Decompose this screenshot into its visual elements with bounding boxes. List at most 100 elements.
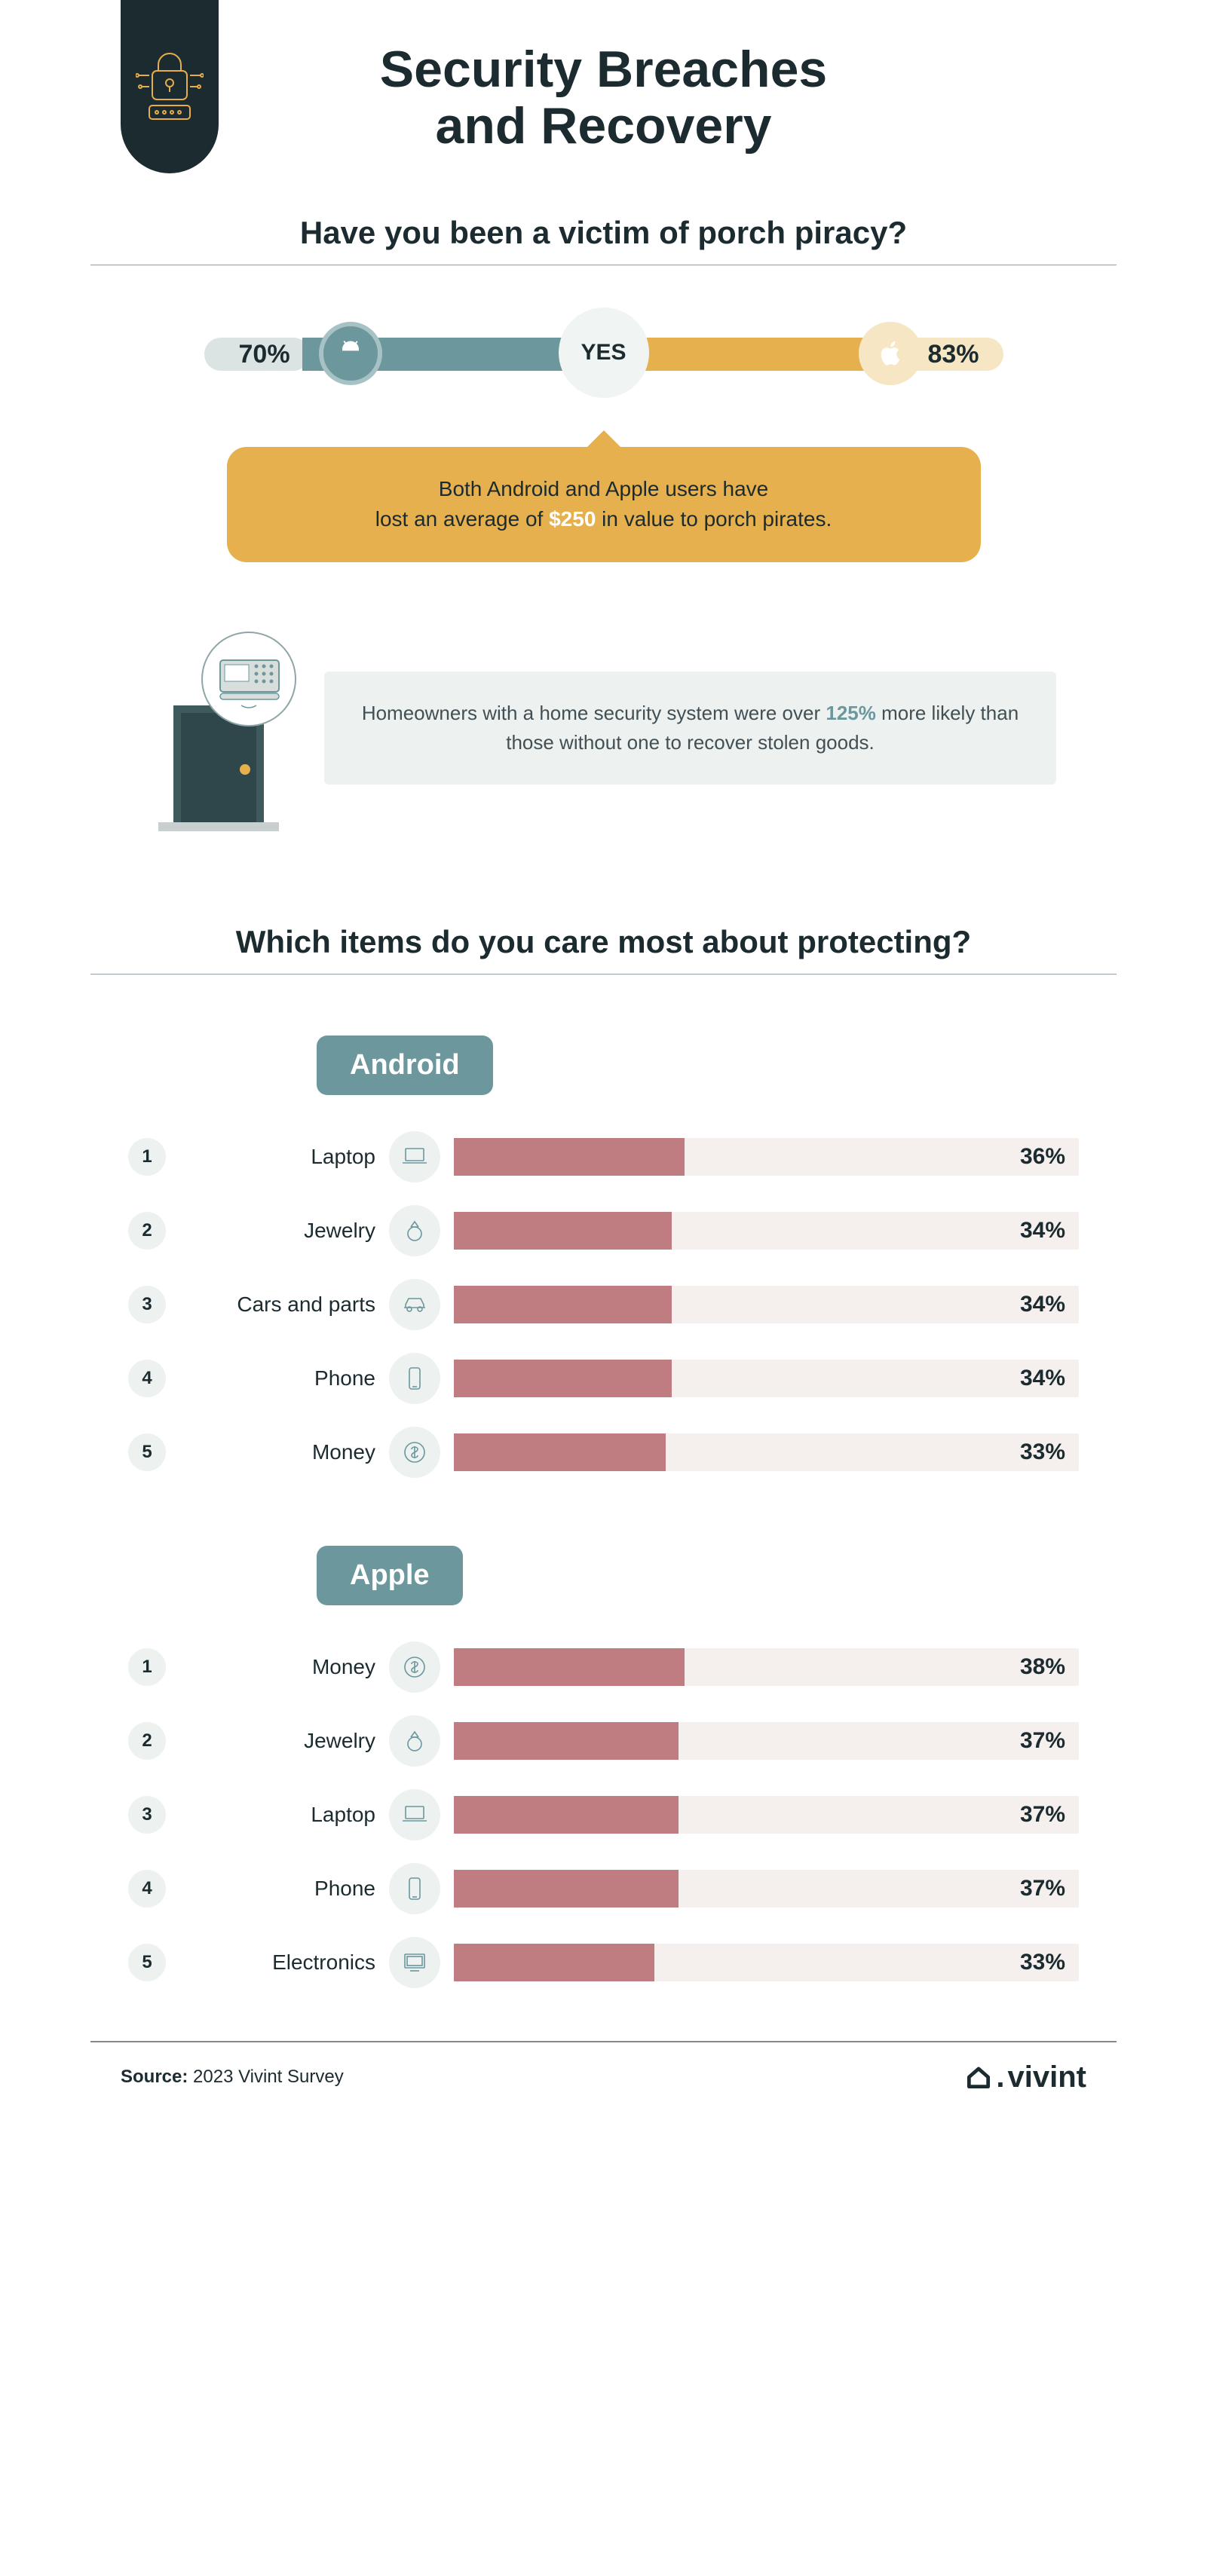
- apple-icon: [859, 322, 922, 385]
- android-pct: 70%: [239, 340, 290, 369]
- bar-row: 4 Phone 37%: [128, 1863, 1079, 1914]
- apple-pct: 83%: [927, 340, 979, 369]
- rank-badge: 3: [128, 1286, 166, 1323]
- laptop-icon: [389, 1131, 440, 1182]
- section-1-heading: Have you been a victim of porch piracy?: [90, 215, 1117, 265]
- bar-pct: 33%: [1020, 1439, 1065, 1465]
- item-label: Phone: [179, 1366, 375, 1390]
- brand-dot: .: [996, 2060, 1004, 2094]
- bar-pct: 33%: [1020, 1950, 1065, 1975]
- money-icon: [389, 1427, 440, 1478]
- footer: Source: 2023 Vivint Survey .vivint: [90, 2041, 1117, 2094]
- bar-pct: 37%: [1020, 1728, 1065, 1754]
- house-icon: [964, 2063, 993, 2091]
- ring-icon: [389, 1715, 440, 1767]
- item-label: Phone: [179, 1877, 375, 1901]
- item-label: Laptop: [179, 1145, 375, 1169]
- rank-badge: 4: [128, 1360, 166, 1397]
- android-icon: [319, 322, 382, 385]
- item-label: Money: [179, 1440, 375, 1464]
- bar-track: 34%: [454, 1286, 1079, 1323]
- callout-line-2a: lost an average of: [375, 507, 549, 531]
- bar-row: 2 Jewelry 37%: [128, 1715, 1079, 1767]
- apple-bar-list: 1Money38%2Jewelry37%3Laptop37%4Phone37%5…: [128, 1641, 1079, 1988]
- bar-row: 3 Laptop 37%: [128, 1789, 1079, 1840]
- bar-track: 36%: [454, 1138, 1079, 1176]
- brand-name: vivint: [1008, 2060, 1086, 2094]
- source-line: Source: 2023 Vivint Survey: [121, 2067, 344, 2088]
- bar-fill: [454, 1360, 672, 1397]
- android-bar-list: 1Laptop36%2Jewelry34%3Cars and parts34%4…: [128, 1131, 1079, 1478]
- bar-track: 37%: [454, 1796, 1079, 1834]
- header-lock-badge: [121, 0, 219, 173]
- bar-fill: [454, 1433, 666, 1471]
- page-title: Security Breaches and Recovery: [90, 0, 1117, 215]
- apple-pill: Apple: [317, 1546, 463, 1605]
- bar-row: 4 Phone 34%: [128, 1353, 1079, 1404]
- bar-fill: [454, 1138, 685, 1176]
- bar-fill: [454, 1870, 679, 1908]
- divider: [90, 265, 1117, 266]
- bar-fill: [454, 1796, 679, 1834]
- source-value: 2023 Vivint Survey: [193, 2067, 344, 2087]
- phone-icon: [389, 1863, 440, 1914]
- callout-line-2b: in value to porch pirates.: [596, 507, 832, 531]
- bar-row: 3 Cars and parts 34%: [128, 1279, 1079, 1330]
- yes-label: YES: [559, 307, 649, 398]
- bar-track: 33%: [454, 1433, 1079, 1471]
- divider: [90, 974, 1117, 975]
- bar-row: 1 Money 38%: [128, 1641, 1079, 1693]
- item-label: Laptop: [179, 1803, 375, 1827]
- bar-row: 2 Jewelry 34%: [128, 1205, 1079, 1256]
- rank-badge: 2: [128, 1722, 166, 1760]
- bar-pct: 37%: [1020, 1802, 1065, 1828]
- title-line-1: Security Breaches: [380, 41, 827, 98]
- rank-badge: 1: [128, 1138, 166, 1176]
- bar-fill: [454, 1944, 654, 1981]
- bar-row: 1 Laptop 36%: [128, 1131, 1079, 1182]
- bar-pct: 34%: [1020, 1292, 1065, 1317]
- bar-fill: [454, 1212, 672, 1250]
- bar-track: 33%: [454, 1944, 1079, 1981]
- rank-badge: 4: [128, 1870, 166, 1908]
- title-line-2: and Recovery: [436, 97, 772, 154]
- lock-icon: [136, 45, 204, 128]
- item-label: Jewelry: [179, 1729, 375, 1753]
- money-icon: [389, 1641, 440, 1693]
- item-label: Cars and parts: [179, 1293, 375, 1317]
- bar-fill: [454, 1286, 672, 1323]
- bar-track: 38%: [454, 1648, 1079, 1686]
- bar-pct: 34%: [1020, 1218, 1065, 1244]
- porch-piracy-yes-bar: 70% 83% YES: [204, 311, 1003, 394]
- bar-fill: [454, 1722, 679, 1760]
- item-label: Electronics: [179, 1950, 375, 1975]
- ring-icon: [389, 1205, 440, 1256]
- recovery-emph: 125%: [826, 702, 876, 724]
- bar-row: 5 Money 33%: [128, 1427, 1079, 1478]
- avg-loss-callout: Both Android and Apple users have lost a…: [227, 447, 981, 562]
- monitor-icon: [389, 1937, 440, 1988]
- rank-badge: 5: [128, 1433, 166, 1471]
- bar-pct: 34%: [1020, 1366, 1065, 1391]
- item-label: Money: [179, 1655, 375, 1679]
- item-label: Jewelry: [179, 1219, 375, 1243]
- bar-fill: [454, 1648, 685, 1686]
- car-icon: [389, 1279, 440, 1330]
- callout-highlight: $250: [549, 507, 596, 531]
- bar-row: 5Electronics33%: [128, 1937, 1079, 1988]
- bar-track: 37%: [454, 1870, 1079, 1908]
- rank-badge: 1: [128, 1648, 166, 1686]
- section-2-heading: Which items do you care most about prote…: [90, 924, 1117, 974]
- bar-pct: 37%: [1020, 1876, 1065, 1901]
- recovery-callout: Homeowners with a home security system w…: [324, 672, 1056, 785]
- rank-badge: 3: [128, 1796, 166, 1834]
- vivint-logo: .vivint: [964, 2060, 1086, 2094]
- security-system-row: Homeowners with a home security system w…: [151, 623, 1056, 834]
- door-illustration: [151, 623, 302, 834]
- callout-line-1: Both Android and Apple users have: [439, 477, 768, 500]
- rank-badge: 2: [128, 1212, 166, 1250]
- bar-track: 37%: [454, 1722, 1079, 1760]
- laptop-icon: [389, 1789, 440, 1840]
- android-pill: Android: [317, 1036, 493, 1095]
- bar-pct: 36%: [1020, 1144, 1065, 1170]
